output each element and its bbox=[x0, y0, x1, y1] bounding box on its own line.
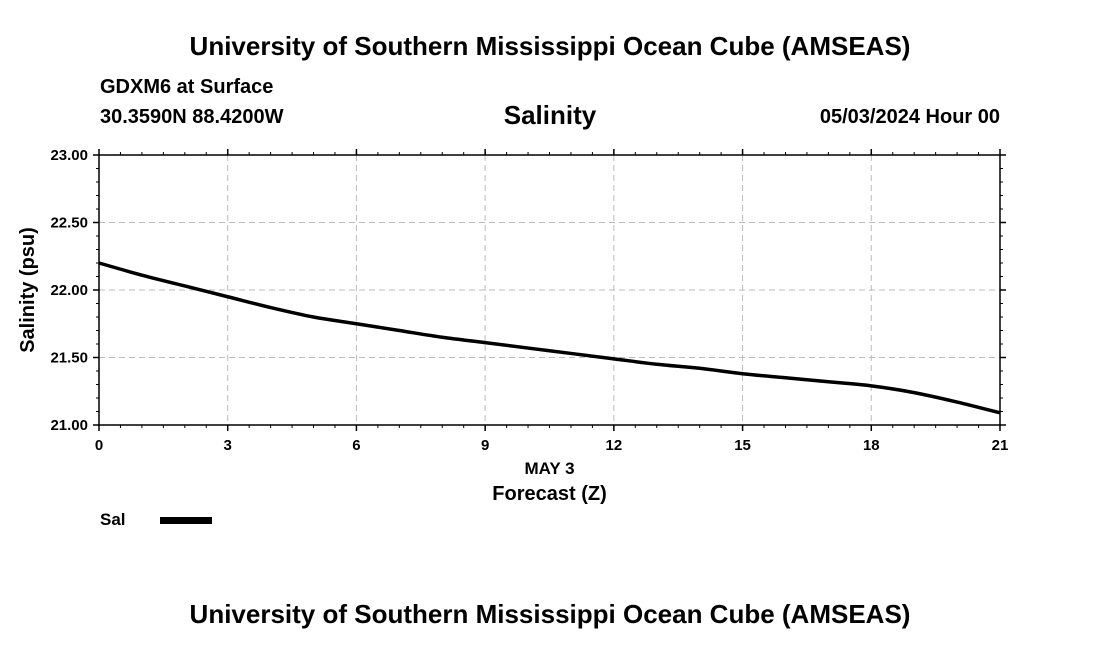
chart-subtitle: Salinity bbox=[503, 100, 597, 130]
x-tick-label: 9 bbox=[481, 437, 489, 454]
y-tick-label: 21.00 bbox=[50, 417, 88, 434]
station-label: GDXM6 at Surface bbox=[100, 76, 274, 98]
x-tick-label: 21 bbox=[992, 437, 1009, 454]
x-tick-label: 18 bbox=[863, 437, 880, 454]
x-axis-title: Forecast (Z) bbox=[492, 483, 606, 505]
x-tick-label: 12 bbox=[606, 437, 623, 454]
footer-title: University of Southern Mississippi Ocean… bbox=[189, 599, 911, 629]
y-tick-label: 22.50 bbox=[50, 215, 88, 232]
series-line-sal bbox=[98, 261, 1001, 415]
y-tick-label: 22.00 bbox=[50, 282, 88, 299]
legend-label: Sal bbox=[100, 510, 126, 529]
chart-title: University of Southern Mississippi Ocean… bbox=[189, 31, 911, 61]
y-tick-label: 21.50 bbox=[50, 350, 88, 367]
x-axis-date-label: MAY 3 bbox=[524, 459, 574, 478]
x-tick-label: 3 bbox=[224, 437, 232, 454]
legend: Sal bbox=[100, 510, 212, 530]
coordinates-label: 30.3590N 88.4200W bbox=[100, 106, 284, 128]
x-tick-label: 15 bbox=[734, 437, 751, 454]
y-tick-label: 23.00 bbox=[50, 147, 88, 164]
x-tick-label: 0 bbox=[95, 437, 103, 454]
y-axis-title: Salinity (psu) bbox=[17, 227, 39, 353]
legend-swatch bbox=[160, 516, 212, 524]
x-tick-label: 6 bbox=[352, 437, 360, 454]
datetime-label: 05/03/2024 Hour 00 bbox=[819, 106, 1000, 128]
